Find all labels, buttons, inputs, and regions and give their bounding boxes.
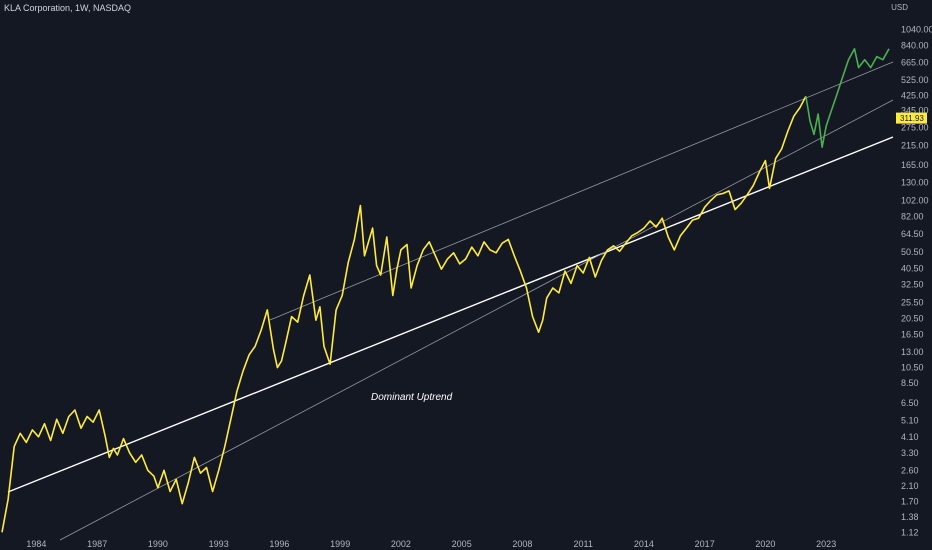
last-price-badge <box>896 112 927 124</box>
symbol-header: KLA Corporation, 1W, NASDAQ <box>4 3 132 13</box>
price-line-history <box>1 95 807 533</box>
trendline-channel-lower <box>59 99 894 541</box>
x-tick-label: 1999 <box>330 539 350 549</box>
y-tick-label: 665.00 <box>901 57 929 67</box>
y-tick-label: 1.70 <box>901 497 919 507</box>
y-tick-label: 1040.00 <box>901 25 932 35</box>
y-tick-label: 64.50 <box>901 229 924 239</box>
x-tick-label: 2008 <box>512 539 532 549</box>
trendlines-group <box>7 61 894 541</box>
x-tick-label: 1996 <box>269 539 289 549</box>
x-tick-label: 2020 <box>755 539 775 549</box>
y-tick-label: 25.50 <box>901 297 924 307</box>
y-tick-label: 82.00 <box>901 211 924 221</box>
y-tick-label: 32.50 <box>901 280 924 290</box>
y-tick-label: 10.50 <box>901 363 924 373</box>
y-tick-label: 102.00 <box>901 195 929 205</box>
x-tick-label: 2023 <box>816 539 836 549</box>
y-tick-label: 20.50 <box>901 313 924 323</box>
y-tick-label: 4.10 <box>901 432 919 442</box>
x-axis: 1984 1987 1990 1993 1996 1999 2002 2005 2008 2011… <box>26 539 836 549</box>
y-tick-label: 275.00 <box>901 122 929 132</box>
y-tick-label: 5.10 <box>901 416 919 426</box>
y-tick-label: 2.60 <box>901 465 919 475</box>
annotation-group: Dominant Uptrend <box>371 392 453 403</box>
x-tick-label: 1987 <box>87 539 107 549</box>
currency-label: USD <box>891 3 908 12</box>
y-tick-label: 130.00 <box>901 178 929 188</box>
annotation-dominant-uptrend: Dominant Uptrend <box>371 392 453 403</box>
trendline-channel-upper <box>269 61 894 321</box>
y-tick-label: 8.50 <box>901 378 919 388</box>
x-tick-label: 2005 <box>452 539 472 549</box>
y-axis: 1040.00 840.00 665.00 525.00 425.00 345.00 275… <box>901 25 932 538</box>
x-tick-label: 2011 <box>574 539 593 549</box>
x-tick-label: 1984 <box>26 539 46 549</box>
y-tick-label: 840.00 <box>901 40 929 50</box>
y-tick-label: 6.50 <box>901 398 919 408</box>
y-tick-label: 16.50 <box>901 329 924 339</box>
x-tick-label: 2017 <box>695 539 715 549</box>
last-price-badge-group: 311.93 <box>896 112 927 124</box>
price-series-group <box>1 47 890 533</box>
x-tick-label: 1993 <box>209 539 229 549</box>
y-tick-label: 40.50 <box>901 263 924 273</box>
y-tick-label: 1.12 <box>901 527 919 537</box>
y-tick-label: 3.30 <box>901 448 919 458</box>
x-tick-label: 2002 <box>391 539 411 549</box>
y-tick-label: 345.00 <box>901 106 929 116</box>
y-tick-label: 215.00 <box>901 141 929 151</box>
y-tick-label: 525.00 <box>901 75 929 85</box>
y-tick-label: 50.50 <box>901 247 924 257</box>
trendline-support <box>7 136 894 493</box>
y-tick-label: 13.00 <box>901 347 924 357</box>
y-tick-label: 165.00 <box>901 160 929 170</box>
y-tick-label: 2.10 <box>901 481 919 491</box>
y-tick-label: 425.00 <box>901 90 929 100</box>
y-tick-label: 1.38 <box>901 512 919 522</box>
price-line-recent <box>805 47 890 148</box>
last-price-label: 311.93 <box>900 114 924 123</box>
x-tick-label: 1990 <box>148 539 168 549</box>
x-tick-label: 2014 <box>634 539 654 549</box>
